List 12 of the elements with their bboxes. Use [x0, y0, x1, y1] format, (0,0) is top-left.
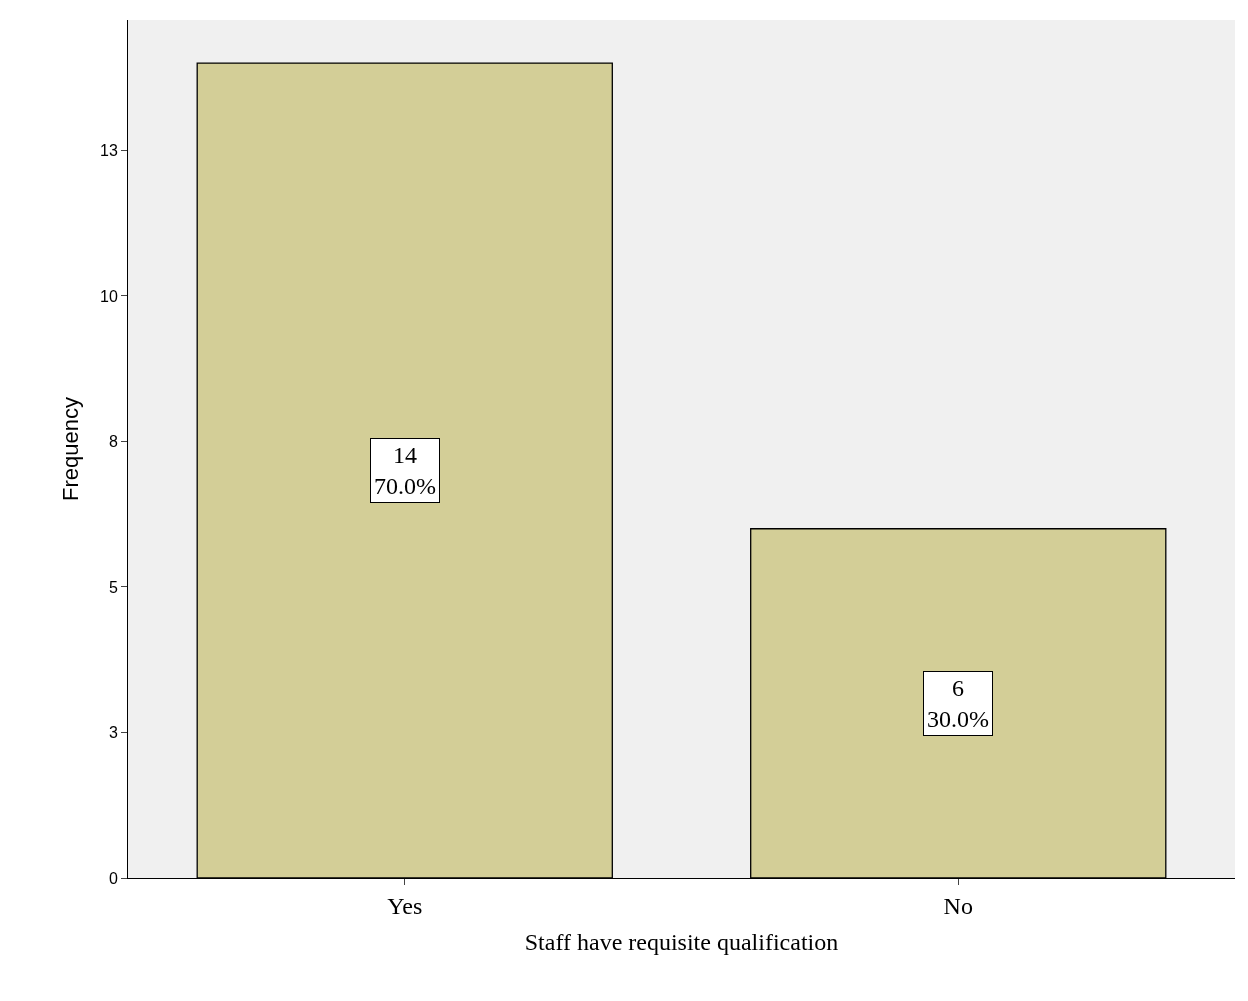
data-label: 6 30.0% — [927, 675, 989, 733]
y-tick-label: 0 — [108, 869, 118, 887]
x-axis-title: Staff have requisite qualification — [524, 929, 839, 956]
y-tick-label: 10 — [100, 287, 118, 305]
y-tick-label: 13 — [100, 141, 118, 159]
x-tick-label: Yes — [387, 892, 423, 919]
data-label: 14 70.0% — [374, 442, 436, 500]
y-tick-label: 3 — [108, 724, 118, 742]
y-tick-label: 5 — [108, 578, 118, 596]
y-tick-label: 8 — [108, 433, 118, 451]
x-tick-label: No — [943, 892, 973, 919]
y-axis-title: Frequency — [57, 397, 83, 501]
